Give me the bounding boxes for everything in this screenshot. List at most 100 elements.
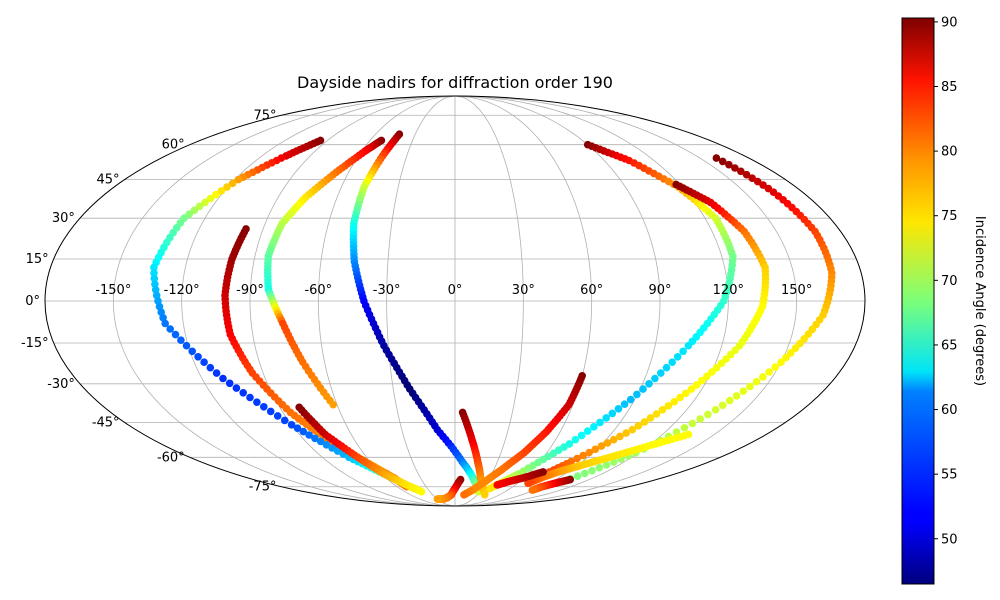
latitude-tick-label: 30° [52, 211, 75, 226]
longitude-tick-label: 0° [448, 283, 463, 298]
data-point [737, 167, 745, 176]
colorbar [901, 17, 935, 585]
graticule [45, 95, 865, 507]
longitude-tick-label: 60° [580, 283, 603, 298]
data-point [718, 157, 727, 166]
latitude-tick-label: -75° [249, 480, 277, 495]
data-point [287, 421, 296, 429]
data-point [150, 263, 158, 272]
data-point [322, 441, 331, 449]
data-point [150, 274, 159, 283]
data-point [597, 442, 606, 450]
data-point [670, 397, 679, 406]
data-point [571, 435, 580, 444]
data-point [159, 314, 167, 322]
colorbar-ticks: 50 55 60 65 70 75 80 85 90 [934, 15, 958, 547]
data-point [573, 454, 581, 463]
longitude-tick-label: 30° [512, 283, 535, 298]
data-point [573, 472, 582, 481]
data-point [595, 464, 604, 472]
chart-title: Dayside nadirs for diffraction order 190 [297, 73, 613, 92]
data-point [579, 451, 587, 460]
data-point [731, 164, 739, 172]
data-point [662, 363, 671, 372]
data-point [583, 427, 592, 435]
data-point [239, 389, 247, 397]
data-point [177, 336, 185, 345]
data-point [194, 353, 202, 361]
data-point [182, 341, 191, 350]
data-point [626, 395, 635, 404]
data-point [698, 376, 706, 385]
data-point [684, 341, 693, 350]
data-point [777, 358, 785, 367]
data-point [433, 495, 442, 503]
data-point [782, 353, 790, 362]
data-point [151, 280, 159, 289]
data-point [195, 202, 204, 211]
data-point [190, 206, 199, 215]
data-point [712, 363, 721, 372]
data-point [640, 418, 649, 426]
data-point [577, 431, 586, 440]
colorbar-tick-label: 50 [941, 532, 958, 547]
data-point [688, 419, 697, 428]
data-point [200, 358, 208, 367]
data-point [704, 410, 712, 419]
data-point [305, 431, 313, 439]
colorbar-tick-label: 65 [941, 338, 958, 353]
data-point [633, 390, 641, 399]
data-point [591, 445, 600, 454]
data-point [620, 400, 629, 409]
data-point [614, 405, 623, 413]
data-point [293, 424, 302, 433]
data-point [299, 427, 308, 436]
data-point [622, 429, 630, 437]
data-point [460, 491, 468, 499]
data-point [171, 330, 180, 339]
data-point [212, 190, 220, 199]
colorbar-tick-label: 85 [941, 80, 958, 95]
latitude-tick-label: -45° [92, 415, 120, 430]
data-point [746, 382, 754, 391]
latitude-tick-label: 0° [25, 294, 40, 309]
latitude-tick-label: 75° [253, 108, 276, 123]
data-point [329, 400, 338, 409]
data-point [676, 393, 684, 402]
data-point [703, 372, 711, 381]
longitude-tick-label: 120° [713, 283, 744, 298]
data-point [280, 416, 289, 425]
data-point [150, 269, 158, 277]
data-point [687, 385, 696, 393]
data-point [493, 481, 502, 489]
data-point [223, 183, 231, 191]
data-point [217, 187, 226, 195]
colorbar-tick-label: 80 [941, 145, 958, 160]
data-point [608, 409, 617, 418]
data-point [725, 160, 733, 169]
data-point [212, 369, 221, 377]
data-point [696, 415, 704, 423]
latitude-tick-labels: 75° 60° 45° 30° 15° 0° -15° -30° -45° -60° -75° [21, 108, 277, 494]
data-point [616, 432, 624, 441]
data-point [759, 373, 767, 381]
data-point [634, 422, 643, 430]
data-point [791, 344, 800, 353]
data-point [682, 389, 690, 398]
data-point [585, 448, 593, 457]
data-point [752, 377, 761, 386]
colorbar-tick-label: 75 [941, 209, 958, 224]
latitude-tick-label: 60° [162, 138, 185, 153]
data-point [765, 368, 773, 376]
data-point [417, 487, 426, 496]
data-point [645, 380, 653, 388]
data-point [188, 347, 196, 356]
data-point [311, 434, 319, 443]
data-point [201, 198, 209, 207]
data-point [602, 461, 611, 469]
colorbar-label: Incidence Angle (degrees) [972, 216, 987, 386]
data-point [273, 412, 282, 420]
data-point [246, 393, 254, 402]
